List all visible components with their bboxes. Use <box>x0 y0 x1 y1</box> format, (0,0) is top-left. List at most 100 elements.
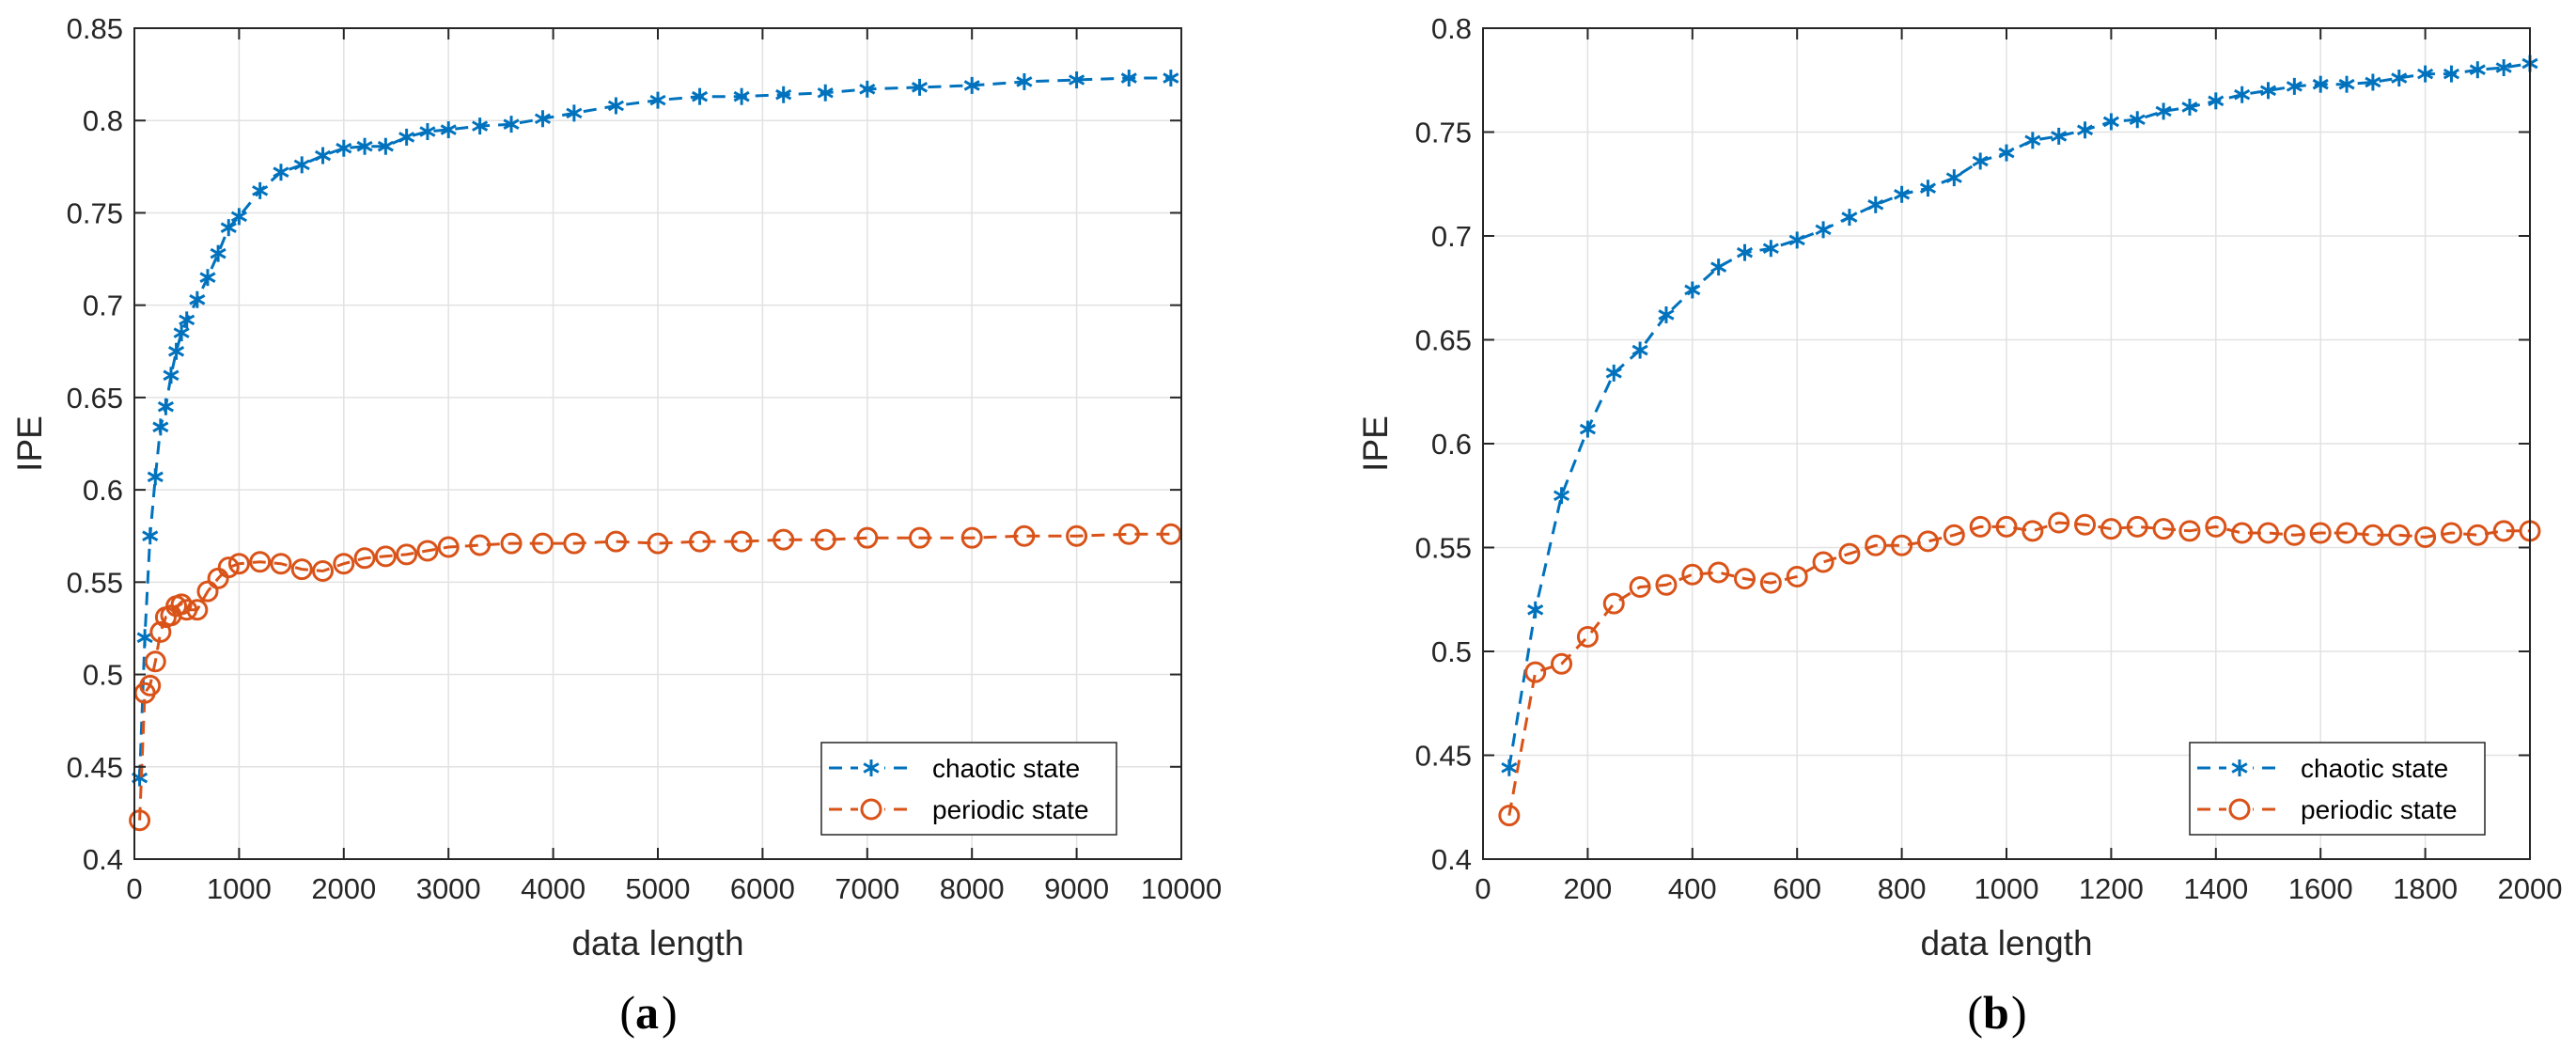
data-point-chaotic <box>2495 58 2512 76</box>
data-point-periodic <box>1786 565 1808 587</box>
data-point-chaotic <box>273 164 289 181</box>
data-point-periodic <box>773 528 795 551</box>
data-point-periodic <box>1013 524 1036 547</box>
legend-label-periodic-a: periodic state <box>932 795 1089 824</box>
x-axis-label-b: data length <box>1920 924 2092 963</box>
data-point-chaotic <box>1120 70 1137 87</box>
panel-caption-letter-a: a <box>635 986 659 1039</box>
data-point-chaotic <box>314 147 332 164</box>
data-point-periodic <box>144 650 166 673</box>
data-point-chaotic <box>1736 243 1754 261</box>
data-point-periodic <box>2414 525 2437 548</box>
data-point-periodic <box>730 530 753 553</box>
data-point-chaotic <box>152 418 169 436</box>
data-point-periodic <box>2362 524 2384 546</box>
x-tick-label: 5000 <box>626 872 691 905</box>
data-point-periodic <box>814 528 836 551</box>
data-point-chaotic <box>157 398 174 415</box>
data-point-periodic <box>353 547 376 570</box>
x-tick-label: 1800 <box>2393 872 2458 905</box>
data-point-chaotic <box>2259 82 2277 100</box>
data-point-chaotic <box>136 629 153 647</box>
data-point-chaotic <box>2286 77 2303 95</box>
x-tick-label: 2000 <box>311 872 376 905</box>
y-axis-label-b: IPE <box>1356 415 1395 472</box>
data-point-periodic <box>2388 524 2411 546</box>
data-point-periodic <box>312 560 335 583</box>
data-point-chaotic <box>2312 75 2329 93</box>
panel-caption-letter-b: b <box>1983 986 2009 1039</box>
legend-marker-chaotic-a <box>858 755 884 781</box>
y-tick-label: 0.85 <box>67 12 123 45</box>
panel-caption-close-b: ) <box>2011 986 2027 1039</box>
data-point-periodic <box>2257 522 2279 544</box>
data-point-periodic <box>333 553 355 575</box>
data-point-periodic <box>1498 805 1521 827</box>
legend-a: chaotic state periodic state <box>820 742 1117 836</box>
legend-label-chaotic-a: chaotic state <box>932 754 1080 783</box>
data-point-chaotic <box>775 86 792 103</box>
y-tick-label: 0.65 <box>67 382 123 415</box>
data-point-periodic <box>437 536 460 558</box>
legend-entry-chaotic-b: chaotic state <box>2197 754 2448 783</box>
y-tick-label: 0.8 <box>1431 12 1472 45</box>
y-tick-label: 0.4 <box>83 843 123 876</box>
data-point-chaotic <box>220 219 237 237</box>
data-point-periodic <box>1524 661 1547 683</box>
data-point-chaotic <box>1815 221 1832 239</box>
series-line-chaotic <box>138 76 1171 778</box>
data-point-chaotic <box>2102 113 2119 131</box>
data-point-periodic <box>1629 575 1651 598</box>
data-point-chaotic <box>534 110 552 128</box>
data-point-chaotic <box>2129 111 2146 129</box>
data-point-periodic <box>604 530 627 553</box>
legend-entry-periodic-b: periodic state <box>2197 795 2458 824</box>
data-point-periodic <box>1117 523 1140 545</box>
y-axis-label-a: IPE <box>10 415 49 472</box>
data-point-periodic <box>2440 522 2462 544</box>
x-tick-label: 1000 <box>1975 872 2039 905</box>
data-point-periodic <box>909 526 930 549</box>
data-point-chaotic <box>1998 144 2015 162</box>
y-tick-label: 0.55 <box>67 566 123 599</box>
data-point-chaotic <box>252 181 269 199</box>
data-point-chaotic <box>1867 196 1884 213</box>
y-tick-label: 0.45 <box>67 751 123 784</box>
x-axis-label-a: data length <box>571 924 743 963</box>
data-point-chaotic <box>911 78 929 96</box>
x-tick-label: 800 <box>1878 872 1927 905</box>
data-point-periodic <box>2231 522 2254 544</box>
data-point-periodic <box>270 553 292 575</box>
data-point-periodic <box>1916 530 1939 553</box>
legend-label-chaotic-b: chaotic state <box>2301 754 2448 783</box>
y-tick-label: 0.7 <box>83 290 123 322</box>
data-point-chaotic <box>2391 70 2408 87</box>
y-tick-label: 0.7 <box>1431 220 1472 253</box>
data-point-periodic <box>2022 520 2044 542</box>
x-tick-label: 6000 <box>730 872 795 905</box>
data-point-periodic <box>2492 520 2515 542</box>
chart-panel-b: 0 200 400 600 800 1000 1200 1400 1600 1800 2000 0.4… <box>1356 12 2562 1039</box>
data-point-chaotic <box>963 76 980 94</box>
data-point-chaotic <box>649 91 666 109</box>
x-tick-label: 3000 <box>416 872 481 905</box>
axes-a: 0 1000 2000 3000 4000 5000 6000 7000 8000 9000 100… <box>67 12 1222 905</box>
data-point-chaotic <box>440 121 457 139</box>
data-point-chaotic <box>199 269 216 287</box>
panel-caption-open-b: ( <box>1967 986 1983 1039</box>
data-point-periodic <box>960 526 983 549</box>
data-point-chaotic <box>503 116 520 133</box>
data-point-chaotic <box>2155 102 2172 120</box>
legend-marker-glyph <box>860 798 882 821</box>
data-point-periodic <box>2100 518 2122 540</box>
data-point-periodic <box>531 532 554 555</box>
data-point-chaotic <box>210 244 226 262</box>
x-tick-label: 0 <box>126 872 142 905</box>
data-point-periodic <box>1655 573 1678 596</box>
data-point-periodic <box>227 553 250 575</box>
panel-caption-close-a: ) <box>662 986 678 1039</box>
series-line-chaotic <box>1507 62 2531 769</box>
y-tick-label: 0.6 <box>1431 428 1472 461</box>
x-tick-label: 9000 <box>1044 872 1109 905</box>
data-point-chaotic <box>1605 364 1622 382</box>
